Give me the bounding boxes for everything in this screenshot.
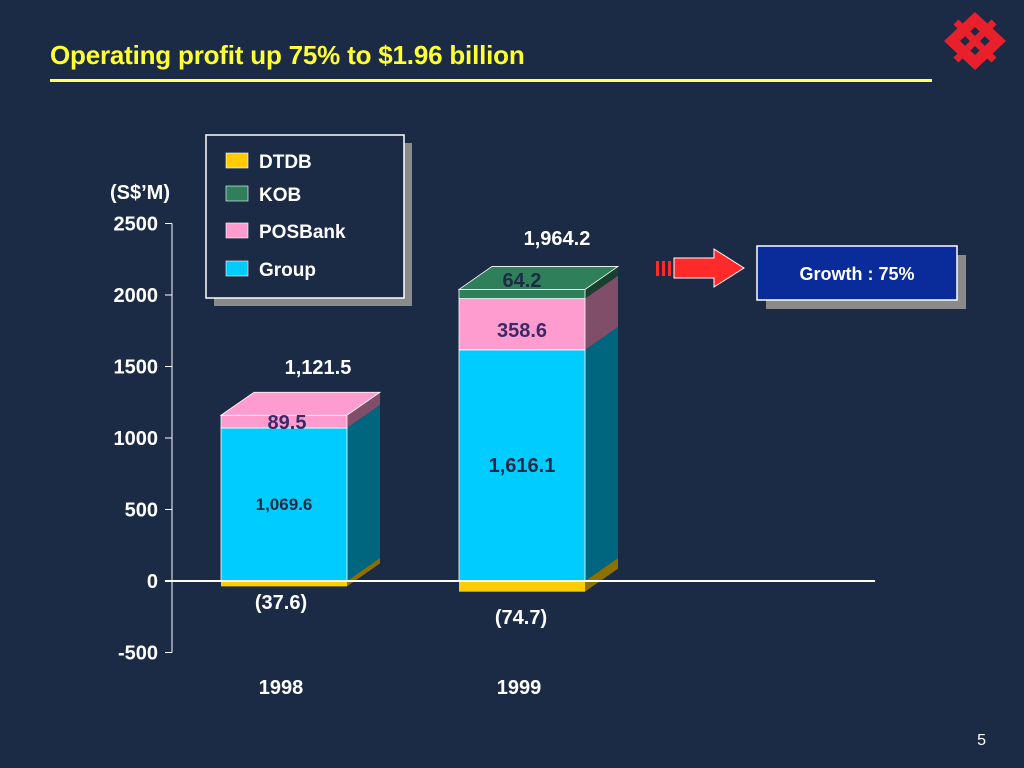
- y-tick-label: 500: [125, 500, 158, 522]
- legend-swatch-posbank: [225, 222, 249, 239]
- x-tick-label: 1999: [497, 677, 542, 699]
- y-tick-label: -500: [118, 643, 158, 665]
- growth-arrow-icon: [656, 248, 745, 288]
- data-label-dtdb: (37.6): [255, 592, 307, 614]
- data-label-group: 1,616.1: [489, 455, 556, 477]
- unit-label: (S$’M): [110, 182, 170, 204]
- legend-swatch-group: [225, 260, 249, 277]
- bar-top-kob: [457, 266, 620, 290]
- bar-side-posbank: [347, 392, 380, 429]
- legend-swatch-kob: [225, 185, 249, 202]
- legend-swatch-dtdb: [225, 152, 249, 169]
- y-tick-label: 1000: [114, 428, 159, 450]
- page-number: 5: [977, 732, 986, 749]
- bar-side-group: [347, 405, 380, 581]
- bar-side-dtdb: [585, 558, 618, 592]
- bar-side-posbank: [585, 275, 618, 350]
- total-label: 1,121.5: [285, 357, 352, 379]
- bar-side-kob: [585, 266, 618, 299]
- bar-segment-dtdb: [459, 581, 585, 592]
- bar-segment-group: [458, 349, 586, 582]
- legend-label-dtdb: DTDB: [259, 152, 312, 173]
- bar-segment-dtdb: [221, 581, 347, 587]
- data-label-posbank: 89.5: [268, 412, 307, 434]
- title-underline: [50, 79, 932, 82]
- data-label-dtdb: (74.7): [495, 607, 547, 629]
- growth-label: Growth : 75%: [799, 264, 914, 284]
- x-tick-label: 1998: [259, 677, 304, 699]
- bar-top-posbank: [219, 391, 382, 416]
- legend-label-group: Group: [259, 260, 316, 281]
- legend-label-posbank: POSBank: [259, 222, 346, 243]
- data-label-posbank: 358.6: [497, 320, 547, 342]
- dbs-logo-icon: [944, 12, 1006, 70]
- y-tick-label: 0: [147, 571, 158, 593]
- bar-segment-posbank: [458, 298, 586, 351]
- y-tick-label: 2500: [114, 214, 159, 236]
- y-tick-label: 2000: [114, 285, 159, 307]
- growth-box: [756, 245, 958, 301]
- bar-segment-group: [220, 427, 348, 582]
- total-label: 1,964.2: [524, 228, 591, 250]
- slide-title: Operating profit up 75% to $1.96 billion: [50, 40, 525, 70]
- bar-side-dtdb: [347, 558, 380, 587]
- y-tick-label: 1500: [114, 357, 159, 379]
- data-label-kob: 64.2: [503, 270, 542, 292]
- bar-side-group: [585, 326, 618, 581]
- data-label-group: 1,069.6: [256, 495, 313, 514]
- legend-label-kob: KOB: [259, 185, 301, 206]
